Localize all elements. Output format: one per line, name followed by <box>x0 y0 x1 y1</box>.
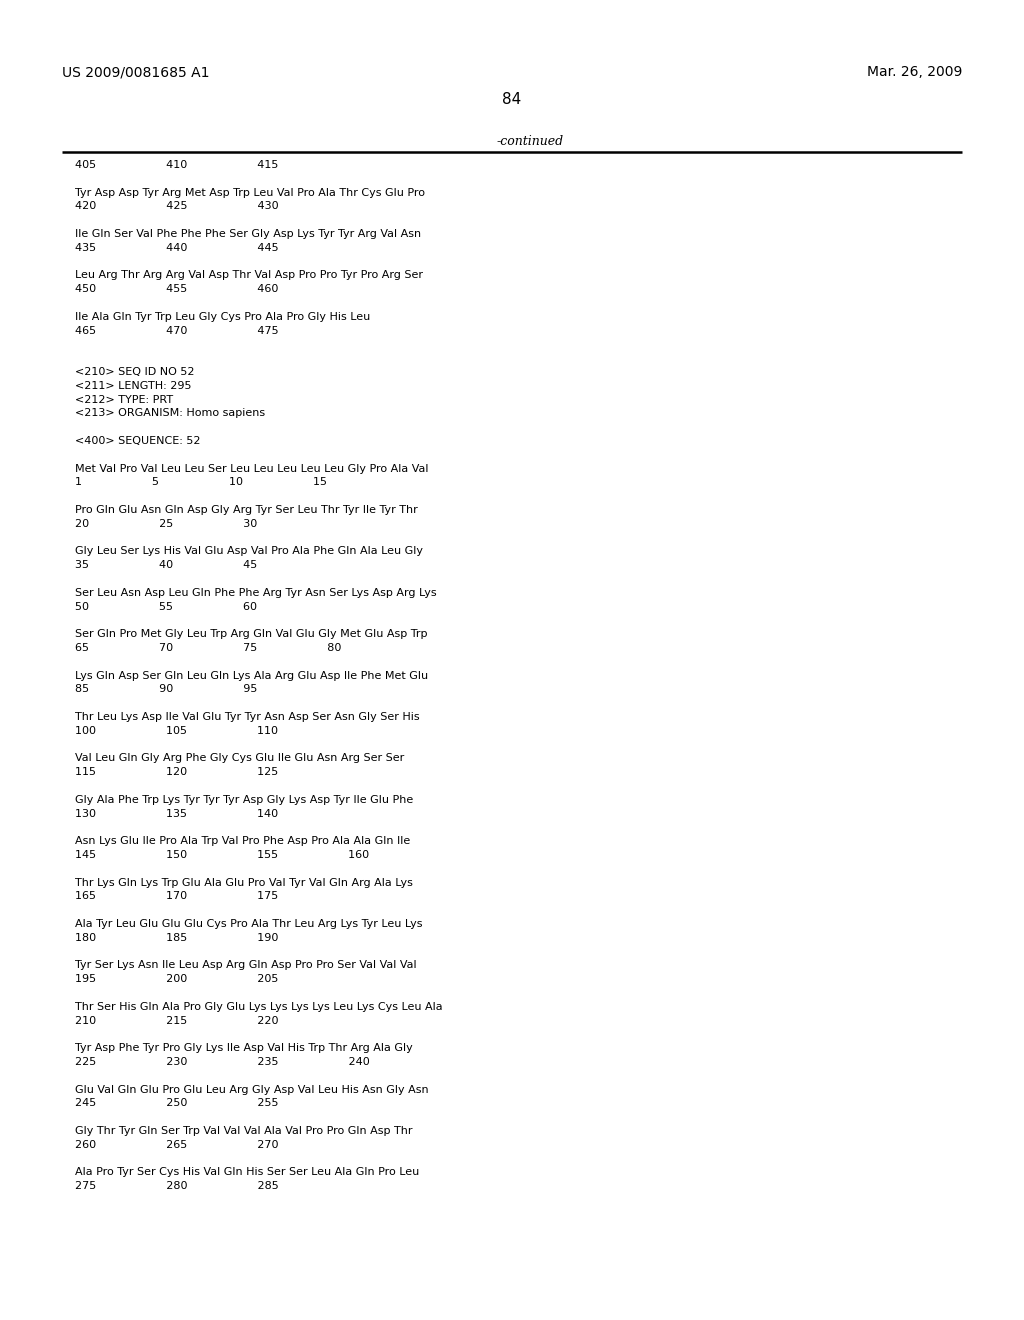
Text: Tyr Asp Asp Tyr Arg Met Asp Trp Leu Val Pro Ala Thr Cys Glu Pro: Tyr Asp Asp Tyr Arg Met Asp Trp Leu Val … <box>75 187 425 198</box>
Text: Thr Ser His Gln Ala Pro Gly Glu Lys Lys Lys Lys Leu Lys Cys Leu Ala: Thr Ser His Gln Ala Pro Gly Glu Lys Lys … <box>75 1002 442 1012</box>
Text: 50                    55                    60: 50 55 60 <box>75 602 257 611</box>
Text: 20                    25                    30: 20 25 30 <box>75 519 257 529</box>
Text: -continued: -continued <box>497 135 563 148</box>
Text: <213> ORGANISM: Homo sapiens: <213> ORGANISM: Homo sapiens <box>75 408 265 418</box>
Text: 180                    185                    190: 180 185 190 <box>75 933 279 942</box>
Text: Leu Arg Thr Arg Arg Val Asp Thr Val Asp Pro Pro Tyr Pro Arg Ser: Leu Arg Thr Arg Arg Val Asp Thr Val Asp … <box>75 271 423 280</box>
Text: 210                    215                    220: 210 215 220 <box>75 1015 279 1026</box>
Text: <210> SEQ ID NO 52: <210> SEQ ID NO 52 <box>75 367 195 378</box>
Text: US 2009/0081685 A1: US 2009/0081685 A1 <box>62 65 210 79</box>
Text: 1                    5                    10                    15: 1 5 10 15 <box>75 478 327 487</box>
Text: Val Leu Gln Gly Arg Phe Gly Cys Glu Ile Glu Asn Arg Ser Ser: Val Leu Gln Gly Arg Phe Gly Cys Glu Ile … <box>75 754 404 763</box>
Text: 84: 84 <box>503 92 521 107</box>
Text: Gly Ala Phe Trp Lys Tyr Tyr Tyr Asp Gly Lys Asp Tyr Ile Glu Phe: Gly Ala Phe Trp Lys Tyr Tyr Tyr Asp Gly … <box>75 795 414 805</box>
Text: 115                    120                    125: 115 120 125 <box>75 767 279 777</box>
Text: 195                    200                    205: 195 200 205 <box>75 974 279 985</box>
Text: Asn Lys Glu Ile Pro Ala Trp Val Pro Phe Asp Pro Ala Ala Gln Ile: Asn Lys Glu Ile Pro Ala Trp Val Pro Phe … <box>75 836 411 846</box>
Text: 435                    440                    445: 435 440 445 <box>75 243 279 253</box>
Text: Tyr Asp Phe Tyr Pro Gly Lys Ile Asp Val His Trp Thr Arg Ala Gly: Tyr Asp Phe Tyr Pro Gly Lys Ile Asp Val … <box>75 1043 413 1053</box>
Text: Tyr Ser Lys Asn Ile Leu Asp Arg Gln Asp Pro Pro Ser Val Val Val: Tyr Ser Lys Asn Ile Leu Asp Arg Gln Asp … <box>75 961 417 970</box>
Text: 260                    265                    270: 260 265 270 <box>75 1139 279 1150</box>
Text: 405                    410                    415: 405 410 415 <box>75 160 279 170</box>
Text: Gly Thr Tyr Gln Ser Trp Val Val Val Ala Val Pro Pro Gln Asp Thr: Gly Thr Tyr Gln Ser Trp Val Val Val Ala … <box>75 1126 413 1137</box>
Text: 465                    470                    475: 465 470 475 <box>75 326 279 335</box>
Text: 420                    425                    430: 420 425 430 <box>75 202 279 211</box>
Text: 85                    90                    95: 85 90 95 <box>75 684 257 694</box>
Text: <211> LENGTH: 295: <211> LENGTH: 295 <box>75 380 191 391</box>
Text: 100                    105                    110: 100 105 110 <box>75 726 278 735</box>
Text: Glu Val Gln Glu Pro Glu Leu Arg Gly Asp Val Leu His Asn Gly Asn: Glu Val Gln Glu Pro Glu Leu Arg Gly Asp … <box>75 1085 429 1094</box>
Text: Ile Gln Ser Val Phe Phe Phe Ser Gly Asp Lys Tyr Tyr Arg Val Asn: Ile Gln Ser Val Phe Phe Phe Ser Gly Asp … <box>75 228 421 239</box>
Text: <400> SEQUENCE: 52: <400> SEQUENCE: 52 <box>75 436 201 446</box>
Text: Mar. 26, 2009: Mar. 26, 2009 <box>866 65 962 79</box>
Text: 245                    250                    255: 245 250 255 <box>75 1098 279 1109</box>
Text: 130                    135                    140: 130 135 140 <box>75 809 279 818</box>
Text: 65                    70                    75                    80: 65 70 75 80 <box>75 643 341 653</box>
Text: Ile Ala Gln Tyr Trp Leu Gly Cys Pro Ala Pro Gly His Leu: Ile Ala Gln Tyr Trp Leu Gly Cys Pro Ala … <box>75 312 371 322</box>
Text: Thr Leu Lys Asp Ile Val Glu Tyr Tyr Asn Asp Ser Asn Gly Ser His: Thr Leu Lys Asp Ile Val Glu Tyr Tyr Asn … <box>75 711 420 722</box>
Text: 450                    455                    460: 450 455 460 <box>75 284 279 294</box>
Text: 165                    170                    175: 165 170 175 <box>75 891 279 902</box>
Text: 145                    150                    155                    160: 145 150 155 160 <box>75 850 369 861</box>
Text: <212> TYPE: PRT: <212> TYPE: PRT <box>75 395 173 405</box>
Text: Ser Gln Pro Met Gly Leu Trp Arg Gln Val Glu Gly Met Glu Asp Trp: Ser Gln Pro Met Gly Leu Trp Arg Gln Val … <box>75 630 427 639</box>
Text: Ser Leu Asn Asp Leu Gln Phe Phe Arg Tyr Asn Ser Lys Asp Arg Lys: Ser Leu Asn Asp Leu Gln Phe Phe Arg Tyr … <box>75 587 436 598</box>
Text: Gly Leu Ser Lys His Val Glu Asp Val Pro Ala Phe Gln Ala Leu Gly: Gly Leu Ser Lys His Val Glu Asp Val Pro … <box>75 546 423 557</box>
Text: Pro Gln Glu Asn Gln Asp Gly Arg Tyr Ser Leu Thr Tyr Ile Tyr Thr: Pro Gln Glu Asn Gln Asp Gly Arg Tyr Ser … <box>75 506 418 515</box>
Text: 35                    40                    45: 35 40 45 <box>75 560 257 570</box>
Text: Met Val Pro Val Leu Leu Ser Leu Leu Leu Leu Leu Gly Pro Ala Val: Met Val Pro Val Leu Leu Ser Leu Leu Leu … <box>75 463 428 474</box>
Text: Ala Tyr Leu Glu Glu Glu Cys Pro Ala Thr Leu Arg Lys Tyr Leu Lys: Ala Tyr Leu Glu Glu Glu Cys Pro Ala Thr … <box>75 919 423 929</box>
Text: Ala Pro Tyr Ser Cys His Val Gln His Ser Ser Leu Ala Gln Pro Leu: Ala Pro Tyr Ser Cys His Val Gln His Ser … <box>75 1167 419 1177</box>
Text: Thr Lys Gln Lys Trp Glu Ala Glu Pro Val Tyr Val Gln Arg Ala Lys: Thr Lys Gln Lys Trp Glu Ala Glu Pro Val … <box>75 878 413 887</box>
Text: Lys Gln Asp Ser Gln Leu Gln Lys Ala Arg Glu Asp Ile Phe Met Glu: Lys Gln Asp Ser Gln Leu Gln Lys Ala Arg … <box>75 671 428 681</box>
Text: 225                    230                    235                    240: 225 230 235 240 <box>75 1057 370 1067</box>
Text: 275                    280                    285: 275 280 285 <box>75 1181 279 1191</box>
